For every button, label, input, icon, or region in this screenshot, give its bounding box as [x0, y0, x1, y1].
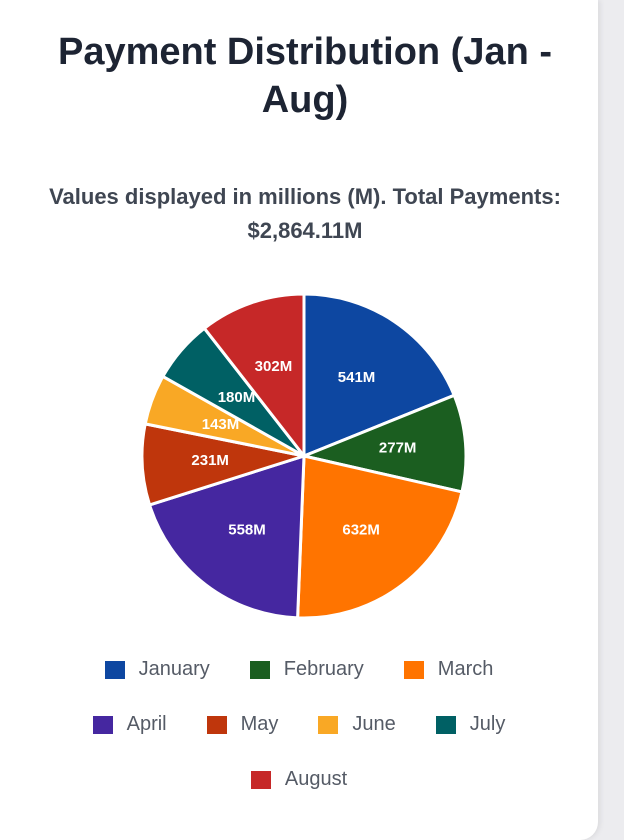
legend-item-march[interactable]: March [403, 658, 494, 681]
data-label-march: 632M [342, 522, 380, 539]
chart-card: Payment Distribution (Jan - Aug) Values … [0, 0, 598, 840]
legend-item-april[interactable]: April [92, 713, 167, 736]
chart-subtitle: Values displayed in millions (M). Total … [49, 184, 561, 243]
legend-label-july: July [469, 713, 506, 735]
chart-title: Payment Distribution (Jan - Aug) [57, 31, 553, 121]
legend-row-1: January February March [0, 658, 598, 681]
pie-slice-april[interactable] [148, 454, 306, 620]
legend-swatch-february [249, 660, 270, 679]
legend-item-july[interactable]: July [435, 713, 506, 736]
data-label-june: 143M [202, 416, 240, 433]
pie-slice-january[interactable] [302, 292, 456, 458]
legend-label-february: February [283, 658, 364, 680]
legend-swatch-april [92, 715, 113, 734]
data-label-august: 302M [255, 358, 293, 375]
legend-item-may[interactable]: May [206, 713, 279, 736]
legend-label-august: August [284, 768, 348, 790]
data-label-may: 231M [191, 452, 229, 469]
legend-row-3: August [0, 768, 598, 791]
pie-slice-march[interactable] [296, 454, 464, 620]
legend-swatch-july [435, 715, 456, 734]
legend-label-march: March [437, 658, 494, 680]
legend-item-august[interactable]: August [250, 768, 348, 791]
data-label-april: 558M [228, 522, 266, 539]
pie-slice-february[interactable] [302, 393, 468, 494]
pie-chart: 541M 277M 632M 558M 231M 143M 180M 302M [140, 292, 468, 620]
legend-swatch-march [403, 660, 424, 679]
legend-swatch-june [318, 715, 339, 734]
legend-label-january: January [138, 658, 210, 680]
legend-item-june[interactable]: June [318, 713, 396, 736]
data-label-july: 180M [218, 389, 256, 406]
data-label-january: 541M [338, 369, 376, 386]
legend-label-june: June [352, 713, 396, 735]
legend-swatch-may [206, 715, 227, 734]
legend-label-may: May [240, 713, 279, 735]
legend-swatch-january [104, 660, 125, 679]
legend-item-february[interactable]: February [249, 658, 364, 681]
pie-slice-august[interactable] [202, 292, 306, 458]
legend-swatch-august [250, 770, 271, 789]
legend-row-2: April May June July [0, 713, 598, 736]
legend-label-april: April [126, 713, 167, 735]
data-label-february: 277M [379, 439, 417, 456]
legend-item-january[interactable]: January [104, 658, 210, 681]
